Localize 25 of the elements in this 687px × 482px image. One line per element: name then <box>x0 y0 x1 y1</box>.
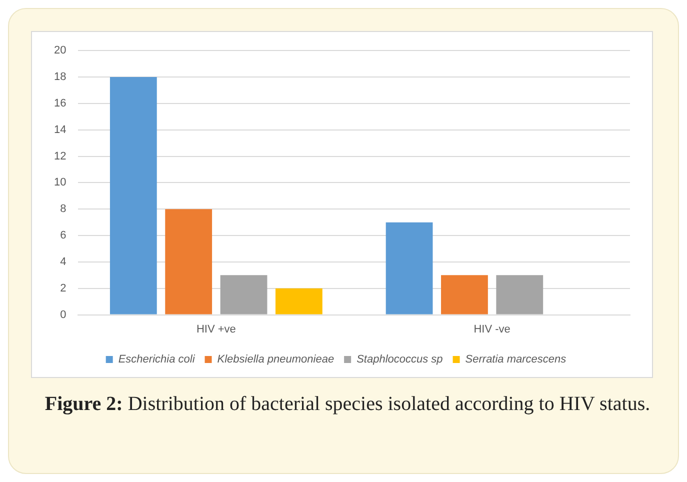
legend-label: Staphlococcus sp <box>356 354 443 366</box>
y-tick-label: 14 <box>54 124 66 136</box>
bar <box>110 77 157 314</box>
x-tick-label: HIV -ve <box>474 323 510 336</box>
legend-label: Klebsiella pneumonieae <box>217 354 334 366</box>
y-tick-label: 10 <box>54 176 66 189</box>
bar <box>386 222 433 314</box>
y-tick-label: 0 <box>60 308 66 321</box>
bar <box>275 288 322 314</box>
y-tick-label: 4 <box>60 256 66 268</box>
y-tick-label: 6 <box>60 230 66 242</box>
x-tick-label: HIV +ve <box>196 323 236 336</box>
y-tick-label: 16 <box>54 97 66 110</box>
legend-label: Serratia marcescens <box>465 354 567 366</box>
bar <box>220 275 268 314</box>
bar <box>165 209 212 314</box>
y-tick-label: 12 <box>54 150 66 162</box>
y-tick-label: 20 <box>54 44 66 57</box>
caption: Figure 2: Distribution of bacterial species isolated according to HIV status. <box>44 393 650 415</box>
bar <box>496 275 544 314</box>
bar <box>441 275 488 314</box>
legend-label: Escherichia coli <box>118 354 196 366</box>
y-tick-label: 8 <box>60 203 66 216</box>
y-tick-label: 2 <box>60 282 66 294</box>
y-tick-label: 18 <box>54 71 66 84</box>
